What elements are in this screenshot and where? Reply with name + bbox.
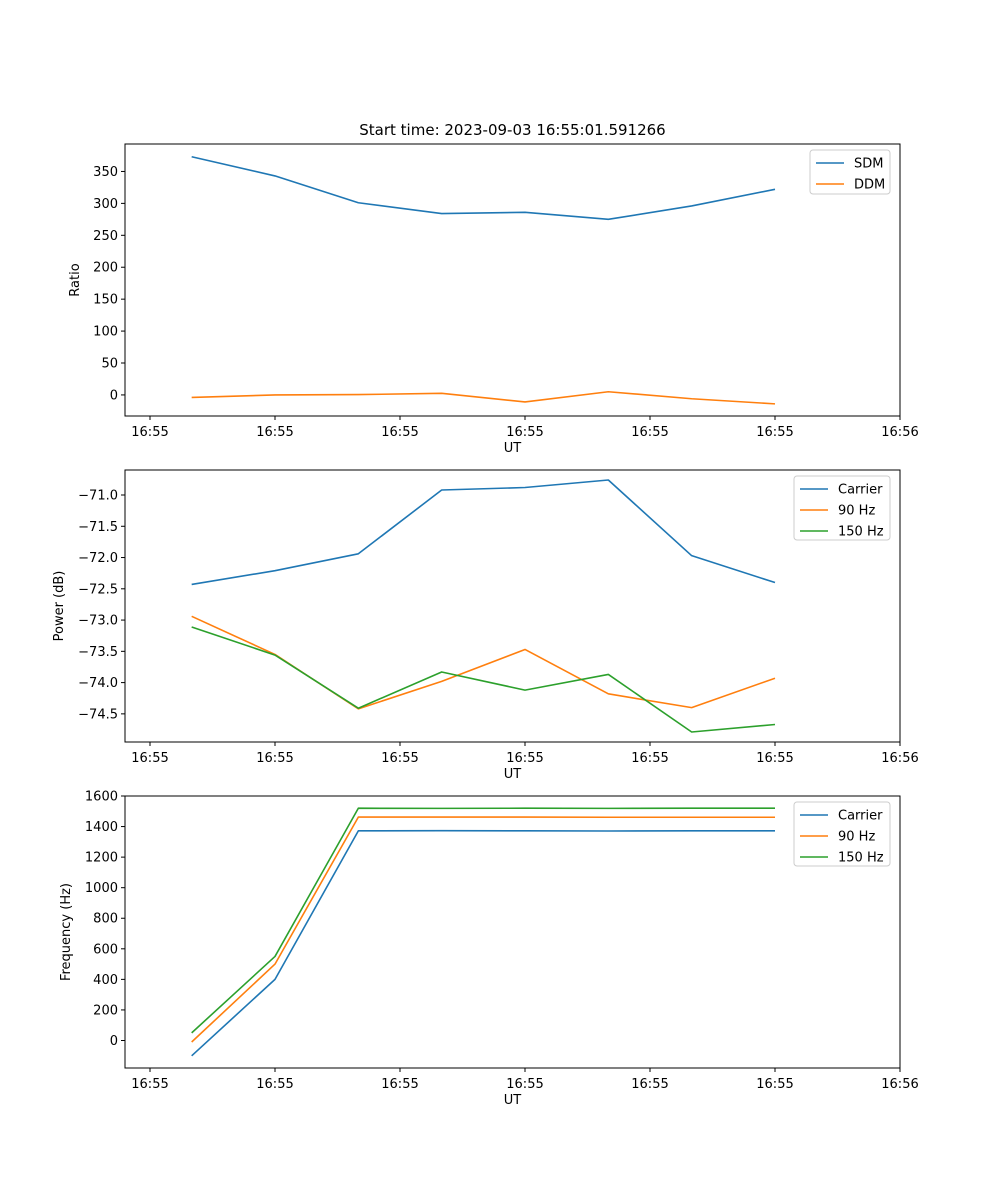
y-tick-label: 1200 <box>85 851 118 866</box>
legend-box <box>809 149 891 195</box>
y-tick-label: −72.0 <box>78 551 118 566</box>
y-tick-label: −74.0 <box>78 676 118 691</box>
y-tick-label: 100 <box>93 325 118 340</box>
y-tick-label: 300 <box>93 197 118 212</box>
y-tick-label: 0 <box>110 1034 118 1049</box>
y-tick-label: 600 <box>93 942 118 957</box>
chart-panel-2: −71.0 −71.5 −72.0 −72.5 −73.0 −73.5 −74.0 −74.5… <box>52 469 919 782</box>
legend-label: 150 Hz <box>838 851 884 866</box>
plot-frame <box>124 469 901 743</box>
chart-panel-3: 0 200 400 600 800 1000 1200 1400 1600 16:55 16:55 1… <box>59 790 919 1109</box>
x-tick-label: 16:55 <box>131 425 168 440</box>
y-tick-label: 250 <box>93 229 118 244</box>
series-line-carrier <box>191 829 775 1057</box>
x-tick-label: 16:56 <box>881 751 918 766</box>
y-tick-label: 200 <box>93 1003 118 1018</box>
legend-label: 150 Hz <box>838 525 884 540</box>
legend-box <box>793 475 891 541</box>
series-line-150-hz <box>191 807 775 1034</box>
x-tick-label: 16:55 <box>756 751 793 766</box>
y-tick-label: −71.5 <box>78 520 118 535</box>
series-line-90-hz <box>191 615 776 710</box>
x-tick-label: 16:55 <box>631 751 668 766</box>
legend-label: 90 Hz <box>838 504 875 519</box>
x-tick-label: 16:55 <box>756 425 793 440</box>
legend-box <box>793 801 891 867</box>
legend: SDM DDM <box>809 149 891 195</box>
y-tick-label: 50 <box>101 357 118 372</box>
x-tick-label: 16:55 <box>506 751 543 766</box>
y-tick-label: 0 <box>110 388 118 403</box>
legend-label: Carrier <box>838 483 883 498</box>
x-tick-label: 16:55 <box>131 751 168 766</box>
y-tick-label: −73.5 <box>78 645 118 660</box>
y-tick-label: −72.5 <box>78 582 118 597</box>
legend-label: Carrier <box>838 809 883 824</box>
x-tick-label: 16:55 <box>506 1077 543 1092</box>
y-tick-label: 800 <box>93 912 118 927</box>
y-tick-label: 1000 <box>85 881 118 896</box>
x-axis-label: UT <box>504 767 522 782</box>
x-tick-label: 16:55 <box>381 1077 418 1092</box>
x-tick-label: 16:55 <box>506 425 543 440</box>
x-tick-label: 16:56 <box>881 425 918 440</box>
x-tick-label: 16:55 <box>256 751 293 766</box>
x-axis-label: UT <box>504 1093 522 1108</box>
x-tick-label: 16:56 <box>881 1077 918 1092</box>
chart-title: Start time: 2023-09-03 16:55:01.591266 <box>359 121 665 139</box>
y-tick-label: −71.0 <box>78 489 118 504</box>
x-tick-label: 16:55 <box>631 1077 668 1092</box>
chart-panel-1: 0 50 100 150 200 250 300 350 16:55 16:55 16:55 16:5… <box>68 143 919 456</box>
legend-label: SDM <box>854 157 883 172</box>
legend: Carrier 90 Hz 150 Hz <box>793 801 891 867</box>
y-axis-label: Power (dB) <box>52 571 67 642</box>
x-tick-label: 16:55 <box>256 425 293 440</box>
series-line-ddm <box>191 390 776 405</box>
legend: Carrier 90 Hz 150 Hz <box>793 475 891 541</box>
y-tick-label: 150 <box>93 293 118 308</box>
y-tick-label: 350 <box>93 165 118 180</box>
series-line-sdm <box>191 155 776 221</box>
y-axis-label: Frequency (Hz) <box>59 883 74 981</box>
series-line-carrier <box>191 479 776 586</box>
x-tick-label: 16:55 <box>631 425 668 440</box>
y-axis-label: Ratio <box>68 263 83 296</box>
x-tick-label: 16:55 <box>256 1077 293 1092</box>
x-tick-label: 16:55 <box>381 425 418 440</box>
series-line-150-hz <box>191 626 776 733</box>
y-tick-label: −73.0 <box>78 614 118 629</box>
x-axis-label: UT <box>504 441 522 456</box>
x-tick-label: 16:55 <box>131 1077 168 1092</box>
y-tick-label: 1400 <box>85 820 118 835</box>
legend-label: 90 Hz <box>838 830 875 845</box>
y-tick-label: 400 <box>93 973 118 988</box>
plot-frame <box>124 795 901 1069</box>
y-tick-label: −74.5 <box>78 707 118 722</box>
plot-frame <box>124 143 901 417</box>
series-line-90-hz <box>191 816 775 1043</box>
x-tick-label: 16:55 <box>381 751 418 766</box>
x-tick-label: 16:55 <box>756 1077 793 1092</box>
y-tick-label: 1600 <box>85 790 118 805</box>
y-tick-label: 200 <box>93 261 118 276</box>
legend-label: DDM <box>854 178 885 193</box>
